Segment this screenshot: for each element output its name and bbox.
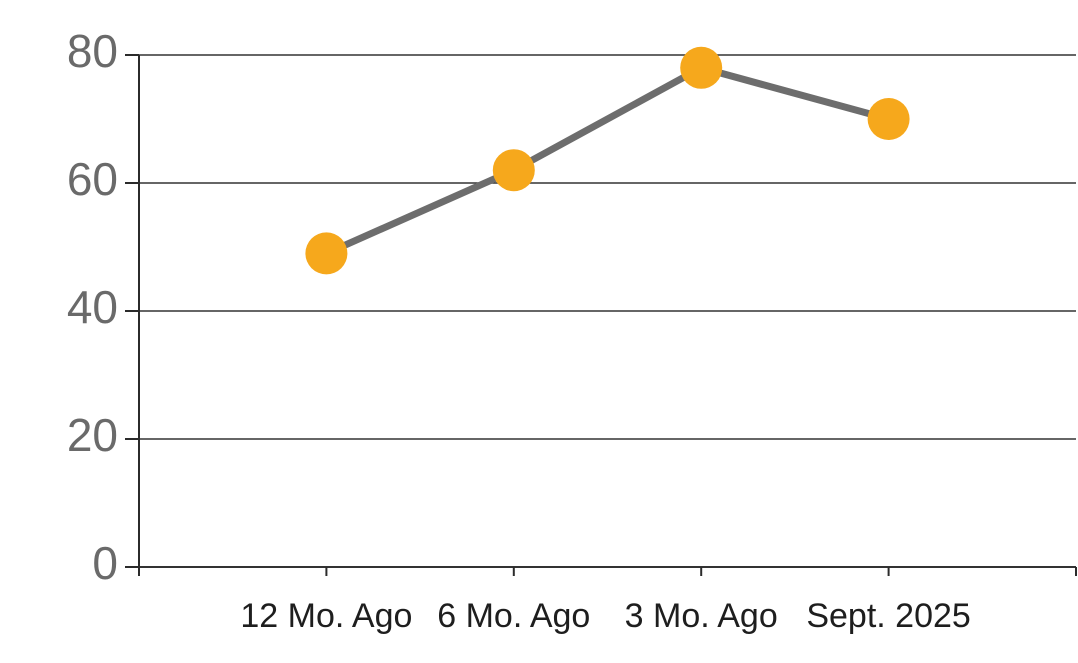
y-tick-label: 40 bbox=[67, 281, 118, 333]
x-tick-label: 12 Mo. Ago bbox=[240, 597, 412, 635]
x-tick-label: 6 Mo. Ago bbox=[437, 597, 590, 635]
y-tick-label: 80 bbox=[67, 25, 118, 77]
y-tick-label: 0 bbox=[92, 537, 118, 589]
data-point-marker bbox=[680, 46, 723, 89]
data-point-marker bbox=[492, 149, 535, 192]
data-point-marker bbox=[305, 232, 348, 275]
y-tick-label: 20 bbox=[67, 409, 118, 461]
x-tick-label: 3 Mo. Ago bbox=[625, 597, 778, 635]
y-tick-label: 60 bbox=[67, 153, 118, 205]
x-tick-label: Sept. 2025 bbox=[806, 597, 970, 635]
data-line bbox=[322, 64, 893, 257]
data-point-marker bbox=[867, 98, 910, 140]
